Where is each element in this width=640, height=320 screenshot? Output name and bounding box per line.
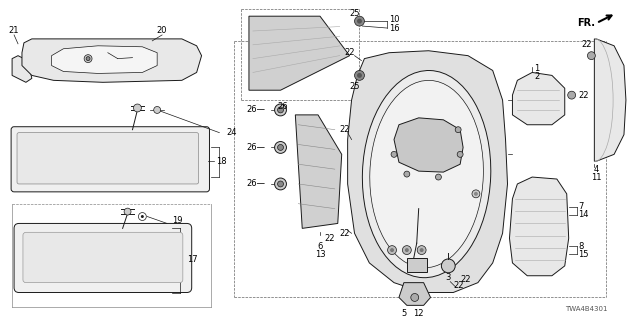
Circle shape xyxy=(420,248,424,252)
Text: 26: 26 xyxy=(277,102,288,111)
Circle shape xyxy=(391,151,397,157)
Circle shape xyxy=(417,246,426,254)
Text: 5: 5 xyxy=(401,309,406,318)
Circle shape xyxy=(457,151,463,157)
Circle shape xyxy=(275,178,287,190)
Text: 4: 4 xyxy=(594,165,599,174)
Text: 12: 12 xyxy=(413,309,424,318)
Circle shape xyxy=(141,215,144,218)
Polygon shape xyxy=(52,46,157,73)
Text: 7: 7 xyxy=(579,202,584,211)
Text: 23: 23 xyxy=(470,184,481,193)
Circle shape xyxy=(403,246,412,254)
Polygon shape xyxy=(348,51,508,292)
Text: 16: 16 xyxy=(389,24,400,33)
Text: 26—: 26— xyxy=(247,180,266,188)
Ellipse shape xyxy=(362,70,491,278)
Circle shape xyxy=(355,16,364,26)
Polygon shape xyxy=(595,39,626,161)
Text: 15: 15 xyxy=(579,250,589,259)
Text: 17: 17 xyxy=(187,255,197,264)
Text: 11: 11 xyxy=(591,172,602,181)
Polygon shape xyxy=(249,16,349,90)
Circle shape xyxy=(124,208,131,215)
Circle shape xyxy=(435,174,442,180)
Polygon shape xyxy=(513,72,564,125)
Circle shape xyxy=(442,259,455,273)
Circle shape xyxy=(84,55,92,63)
Circle shape xyxy=(404,171,410,177)
Text: TWA4B4301: TWA4B4301 xyxy=(565,306,608,312)
Polygon shape xyxy=(509,177,569,276)
Text: 13: 13 xyxy=(315,250,325,259)
Text: 21: 21 xyxy=(9,27,19,36)
Circle shape xyxy=(472,190,480,198)
Circle shape xyxy=(474,192,478,196)
Text: 25: 25 xyxy=(349,9,360,18)
Bar xyxy=(407,258,427,272)
Text: 8: 8 xyxy=(579,242,584,251)
Polygon shape xyxy=(399,283,431,305)
Circle shape xyxy=(275,141,287,153)
Circle shape xyxy=(154,107,161,113)
Circle shape xyxy=(278,145,284,150)
Polygon shape xyxy=(22,39,202,82)
Circle shape xyxy=(390,248,394,252)
Circle shape xyxy=(357,19,362,24)
Text: 18: 18 xyxy=(216,157,227,166)
Text: 9: 9 xyxy=(419,237,424,243)
Circle shape xyxy=(588,52,595,60)
Text: 9: 9 xyxy=(390,237,394,243)
Text: 22: 22 xyxy=(461,275,471,284)
Circle shape xyxy=(355,70,364,80)
Circle shape xyxy=(455,127,461,133)
FancyBboxPatch shape xyxy=(14,223,192,292)
Polygon shape xyxy=(295,115,342,228)
Circle shape xyxy=(388,246,397,254)
Circle shape xyxy=(275,104,287,116)
Text: 22: 22 xyxy=(344,48,355,57)
Text: 25: 25 xyxy=(349,82,360,91)
Text: 22: 22 xyxy=(339,125,350,134)
Circle shape xyxy=(86,57,90,60)
FancyBboxPatch shape xyxy=(23,232,183,283)
Text: 6: 6 xyxy=(317,242,323,251)
Text: 22: 22 xyxy=(579,91,589,100)
Text: 24: 24 xyxy=(226,128,236,137)
Circle shape xyxy=(278,181,284,187)
Text: 14: 14 xyxy=(579,210,589,219)
Text: B: B xyxy=(414,290,417,295)
Text: 26—: 26— xyxy=(247,106,266,115)
Text: 1: 1 xyxy=(534,64,540,73)
Circle shape xyxy=(405,248,409,252)
Text: 22: 22 xyxy=(324,234,335,243)
Ellipse shape xyxy=(370,80,483,268)
FancyBboxPatch shape xyxy=(11,127,209,192)
Text: 10: 10 xyxy=(389,15,399,24)
Circle shape xyxy=(278,107,284,113)
Circle shape xyxy=(568,91,575,99)
Text: 2: 2 xyxy=(534,72,540,81)
Polygon shape xyxy=(12,56,32,82)
Text: 3: 3 xyxy=(445,273,451,282)
Text: 22: 22 xyxy=(453,281,463,290)
Circle shape xyxy=(357,73,362,78)
FancyBboxPatch shape xyxy=(17,133,198,184)
Text: 19: 19 xyxy=(172,216,182,225)
Text: FR.: FR. xyxy=(577,18,595,28)
Text: 26—: 26— xyxy=(247,143,266,152)
Text: 20: 20 xyxy=(157,27,167,36)
Text: 22: 22 xyxy=(339,229,350,238)
Circle shape xyxy=(411,293,419,301)
Text: 9: 9 xyxy=(404,237,409,243)
Text: 22: 22 xyxy=(581,40,592,49)
Circle shape xyxy=(134,104,141,112)
Polygon shape xyxy=(394,118,463,172)
